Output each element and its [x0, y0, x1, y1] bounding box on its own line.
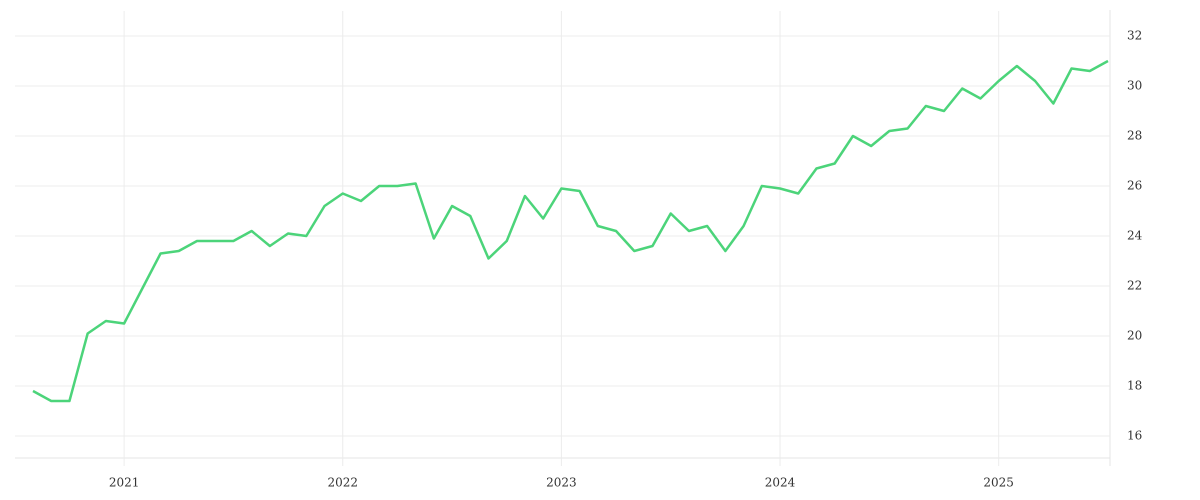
y-tick-label: 16: [1127, 429, 1142, 443]
y-tick-label: 32: [1127, 29, 1142, 43]
y-tick-label: 18: [1127, 379, 1142, 393]
x-tick-label: 2021: [109, 476, 140, 490]
x-tick-label: 2022: [327, 476, 358, 490]
x-tick-label: 2023: [546, 476, 577, 490]
y-tick-label: 20: [1127, 329, 1142, 343]
y-tick-label: 28: [1127, 129, 1142, 143]
y-tick-label: 24: [1127, 229, 1143, 243]
y-tick-label: 30: [1127, 79, 1142, 93]
x-tick-label: 2025: [983, 476, 1014, 490]
y-tick-label: 26: [1127, 179, 1142, 193]
data-line: [32, 59, 1109, 403]
x-tick-label: 2024: [765, 476, 796, 490]
y-tick-label: 22: [1127, 279, 1142, 293]
